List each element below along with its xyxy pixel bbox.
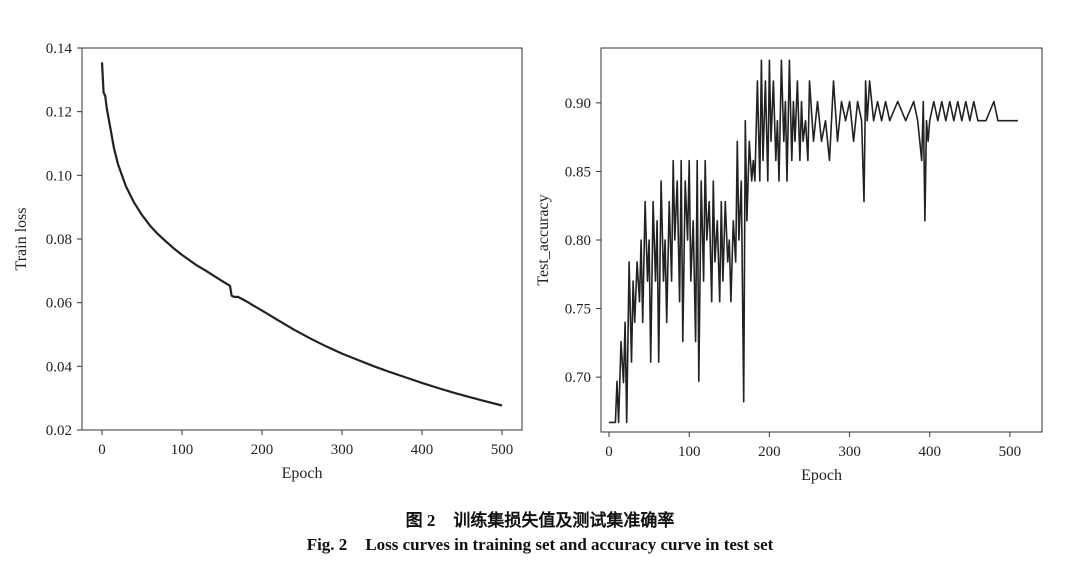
accuracy-x-tick-label: 300 (838, 444, 861, 460)
loss-y-tick-label: 0.04 (46, 359, 73, 375)
loss-x-axis-label: Epoch (282, 465, 323, 482)
loss-series-line (100, 62, 503, 407)
loss-y-tick-label: 0.12 (46, 105, 72, 121)
accuracy-x-tick-label: 500 (999, 444, 1022, 460)
figure-caption-english: Fig. 2 Loss curves in training set and ac… (0, 535, 1080, 555)
loss-y-tick-label: 0.10 (46, 168, 72, 184)
loss-chart: 0 100 200 300 400 500 0.02 0.04 0.06 0.08 0.10 0.12… (13, 41, 523, 482)
caption-cn-text: 训练集损失值及测试集准确率 (453, 511, 675, 530)
accuracy-y-axis-label: Test_accuracy (535, 194, 552, 285)
loss-x-tick-label: 100 (171, 442, 194, 458)
accuracy-x-tick-label: 0 (605, 444, 613, 460)
figure-caption-chinese: 图 2 训练集损失值及测试集准确率 (0, 506, 1080, 531)
caption-en-text: Loss curves in training set and accuracy… (365, 535, 774, 554)
loss-x-tick-label: 200 (251, 442, 274, 458)
loss-y-tick-label: 0.02 (46, 423, 72, 439)
loss-y-tick-label: 0.06 (46, 296, 73, 312)
loss-x-tick-label: 0 (98, 442, 106, 458)
accuracy-series-line (609, 59, 1018, 424)
loss-y-axis-label: Train loss (13, 208, 30, 271)
accuracy-plot-frame (600, 47, 1043, 433)
loss-x-tick-label: 300 (331, 442, 354, 458)
loss-plot-frame (81, 47, 523, 431)
loss-x-tick-label: 400 (411, 442, 434, 458)
accuracy-y-tick-label: 0.70 (565, 370, 591, 386)
accuracy-chart: 0 100 200 300 400 500 0.70 0.75 0.80 0.85 0.90 Epoc… (535, 47, 1043, 484)
accuracy-y-tick-label: 0.80 (565, 233, 591, 249)
accuracy-y-tick-label: 0.90 (565, 96, 591, 112)
accuracy-x-tick-label: 100 (678, 444, 701, 460)
caption-cn-label: 图 2 (405, 511, 436, 530)
accuracy-y-tick-label: 0.85 (565, 164, 591, 180)
loss-x-tick-label: 500 (491, 442, 514, 458)
accuracy-x-tick-label: 200 (758, 444, 781, 460)
loss-y-tick-label: 0.14 (46, 41, 73, 57)
caption-en-label: Fig. 2 (306, 535, 348, 554)
accuracy-x-axis-label: Epoch (801, 467, 842, 484)
loss-y-tick-label: 0.08 (46, 232, 72, 248)
figure-canvas: 0 100 200 300 400 500 0.02 0.04 0.06 0.08 0.10 0.12… (13, 41, 1043, 484)
accuracy-x-tick-label: 400 (918, 444, 941, 460)
accuracy-y-tick-label: 0.75 (565, 302, 591, 318)
